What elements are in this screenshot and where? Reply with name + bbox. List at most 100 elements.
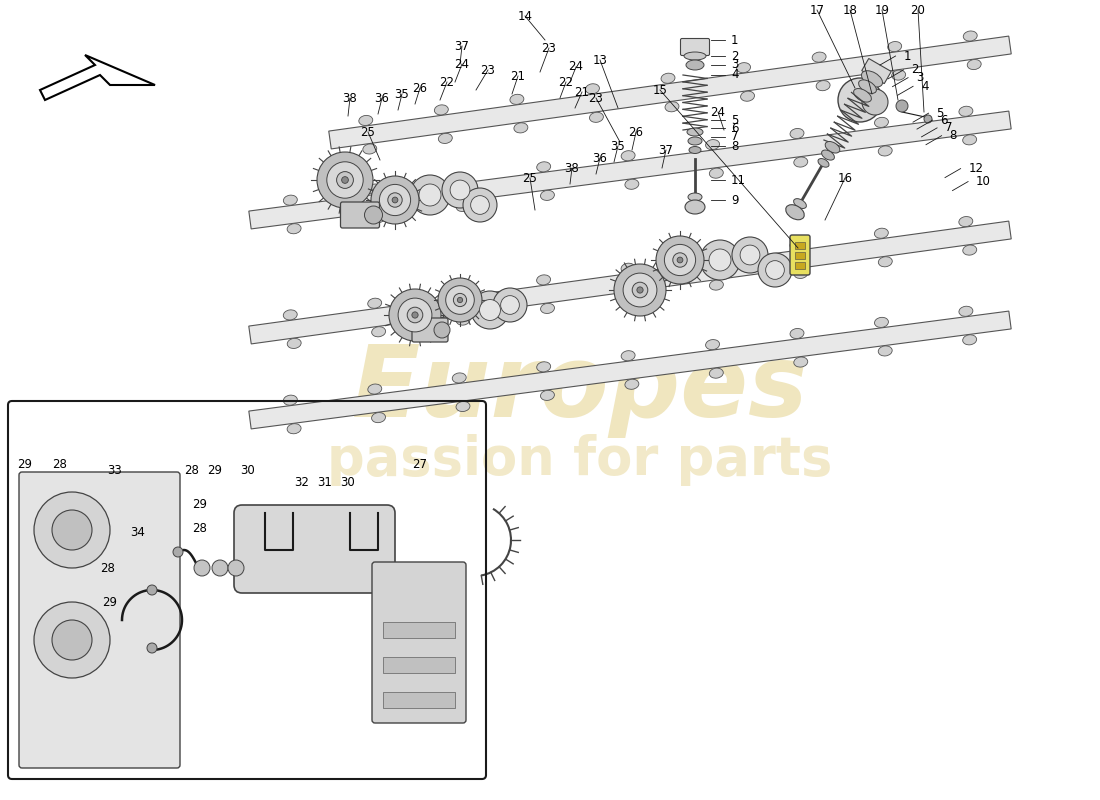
Text: 15: 15 — [652, 83, 668, 97]
Polygon shape — [40, 55, 155, 100]
Text: 30: 30 — [241, 463, 255, 477]
Ellipse shape — [372, 326, 386, 337]
Ellipse shape — [874, 118, 889, 127]
Circle shape — [862, 89, 888, 115]
Text: 25: 25 — [522, 171, 538, 185]
Circle shape — [342, 177, 349, 183]
Circle shape — [388, 193, 403, 207]
Circle shape — [458, 298, 463, 302]
Circle shape — [480, 299, 501, 321]
Circle shape — [410, 175, 450, 215]
Text: 38: 38 — [564, 162, 580, 174]
Text: 8: 8 — [732, 139, 738, 153]
Text: 24: 24 — [711, 106, 726, 118]
Text: 9: 9 — [732, 194, 738, 206]
Text: 24: 24 — [454, 58, 470, 70]
Ellipse shape — [790, 240, 804, 250]
Ellipse shape — [962, 134, 977, 145]
Ellipse shape — [661, 73, 675, 83]
Circle shape — [407, 307, 422, 322]
Circle shape — [442, 172, 478, 208]
Circle shape — [700, 240, 740, 280]
Ellipse shape — [434, 105, 449, 115]
Text: 36: 36 — [375, 91, 389, 105]
Text: passion for parts: passion for parts — [328, 434, 833, 486]
Ellipse shape — [372, 413, 385, 422]
Ellipse shape — [359, 115, 373, 126]
Text: 29: 29 — [208, 463, 222, 477]
Ellipse shape — [892, 70, 905, 80]
Circle shape — [471, 196, 490, 214]
Ellipse shape — [710, 280, 724, 290]
Text: 26: 26 — [412, 82, 428, 94]
Circle shape — [896, 100, 907, 112]
Ellipse shape — [621, 350, 635, 361]
Circle shape — [924, 115, 932, 123]
Ellipse shape — [878, 257, 892, 267]
Text: 7: 7 — [945, 122, 953, 134]
Ellipse shape — [452, 173, 466, 183]
Text: 36: 36 — [593, 151, 607, 165]
Circle shape — [212, 560, 228, 576]
Ellipse shape — [363, 144, 376, 154]
Ellipse shape — [537, 162, 551, 172]
Text: 37: 37 — [659, 143, 673, 157]
Circle shape — [389, 289, 441, 341]
Text: 37: 37 — [454, 39, 470, 53]
Bar — [383, 692, 455, 708]
Circle shape — [766, 261, 784, 279]
Text: 21: 21 — [574, 86, 590, 98]
Ellipse shape — [287, 338, 301, 349]
Text: 30: 30 — [341, 475, 355, 489]
Ellipse shape — [825, 142, 839, 153]
Text: 2: 2 — [912, 63, 920, 76]
Ellipse shape — [822, 150, 835, 160]
Ellipse shape — [859, 80, 877, 94]
Text: 23: 23 — [541, 42, 557, 54]
Circle shape — [664, 245, 695, 275]
Ellipse shape — [537, 275, 551, 285]
Ellipse shape — [705, 339, 719, 350]
Circle shape — [453, 294, 466, 306]
Circle shape — [34, 602, 110, 678]
Ellipse shape — [959, 306, 972, 316]
Text: 3: 3 — [732, 58, 738, 71]
Circle shape — [438, 278, 482, 322]
Text: 35: 35 — [395, 87, 409, 101]
Ellipse shape — [737, 62, 750, 73]
Ellipse shape — [456, 315, 470, 325]
Ellipse shape — [740, 91, 755, 102]
Ellipse shape — [710, 368, 724, 378]
Circle shape — [34, 492, 110, 568]
Circle shape — [173, 547, 183, 557]
Ellipse shape — [854, 89, 871, 102]
Circle shape — [411, 312, 418, 318]
Ellipse shape — [878, 346, 892, 356]
Circle shape — [371, 176, 419, 224]
Ellipse shape — [540, 303, 554, 314]
FancyBboxPatch shape — [412, 318, 448, 342]
Text: 14: 14 — [517, 10, 532, 22]
Ellipse shape — [794, 357, 807, 367]
Circle shape — [379, 184, 410, 215]
Ellipse shape — [439, 134, 452, 143]
Text: 19: 19 — [874, 3, 890, 17]
Ellipse shape — [287, 424, 301, 434]
Ellipse shape — [621, 263, 635, 274]
Text: 1: 1 — [732, 34, 738, 46]
Circle shape — [327, 162, 363, 198]
Text: 18: 18 — [843, 3, 857, 17]
Circle shape — [419, 184, 441, 206]
Text: 28: 28 — [185, 463, 199, 477]
Text: Europes: Europes — [352, 342, 808, 438]
Text: 29: 29 — [18, 458, 33, 471]
Ellipse shape — [540, 390, 554, 401]
Circle shape — [614, 264, 666, 316]
Text: 34: 34 — [131, 526, 145, 538]
FancyBboxPatch shape — [790, 235, 810, 275]
Text: 21: 21 — [510, 70, 526, 82]
Ellipse shape — [794, 157, 807, 167]
Circle shape — [838, 78, 882, 122]
Circle shape — [147, 585, 157, 595]
Circle shape — [317, 152, 373, 208]
